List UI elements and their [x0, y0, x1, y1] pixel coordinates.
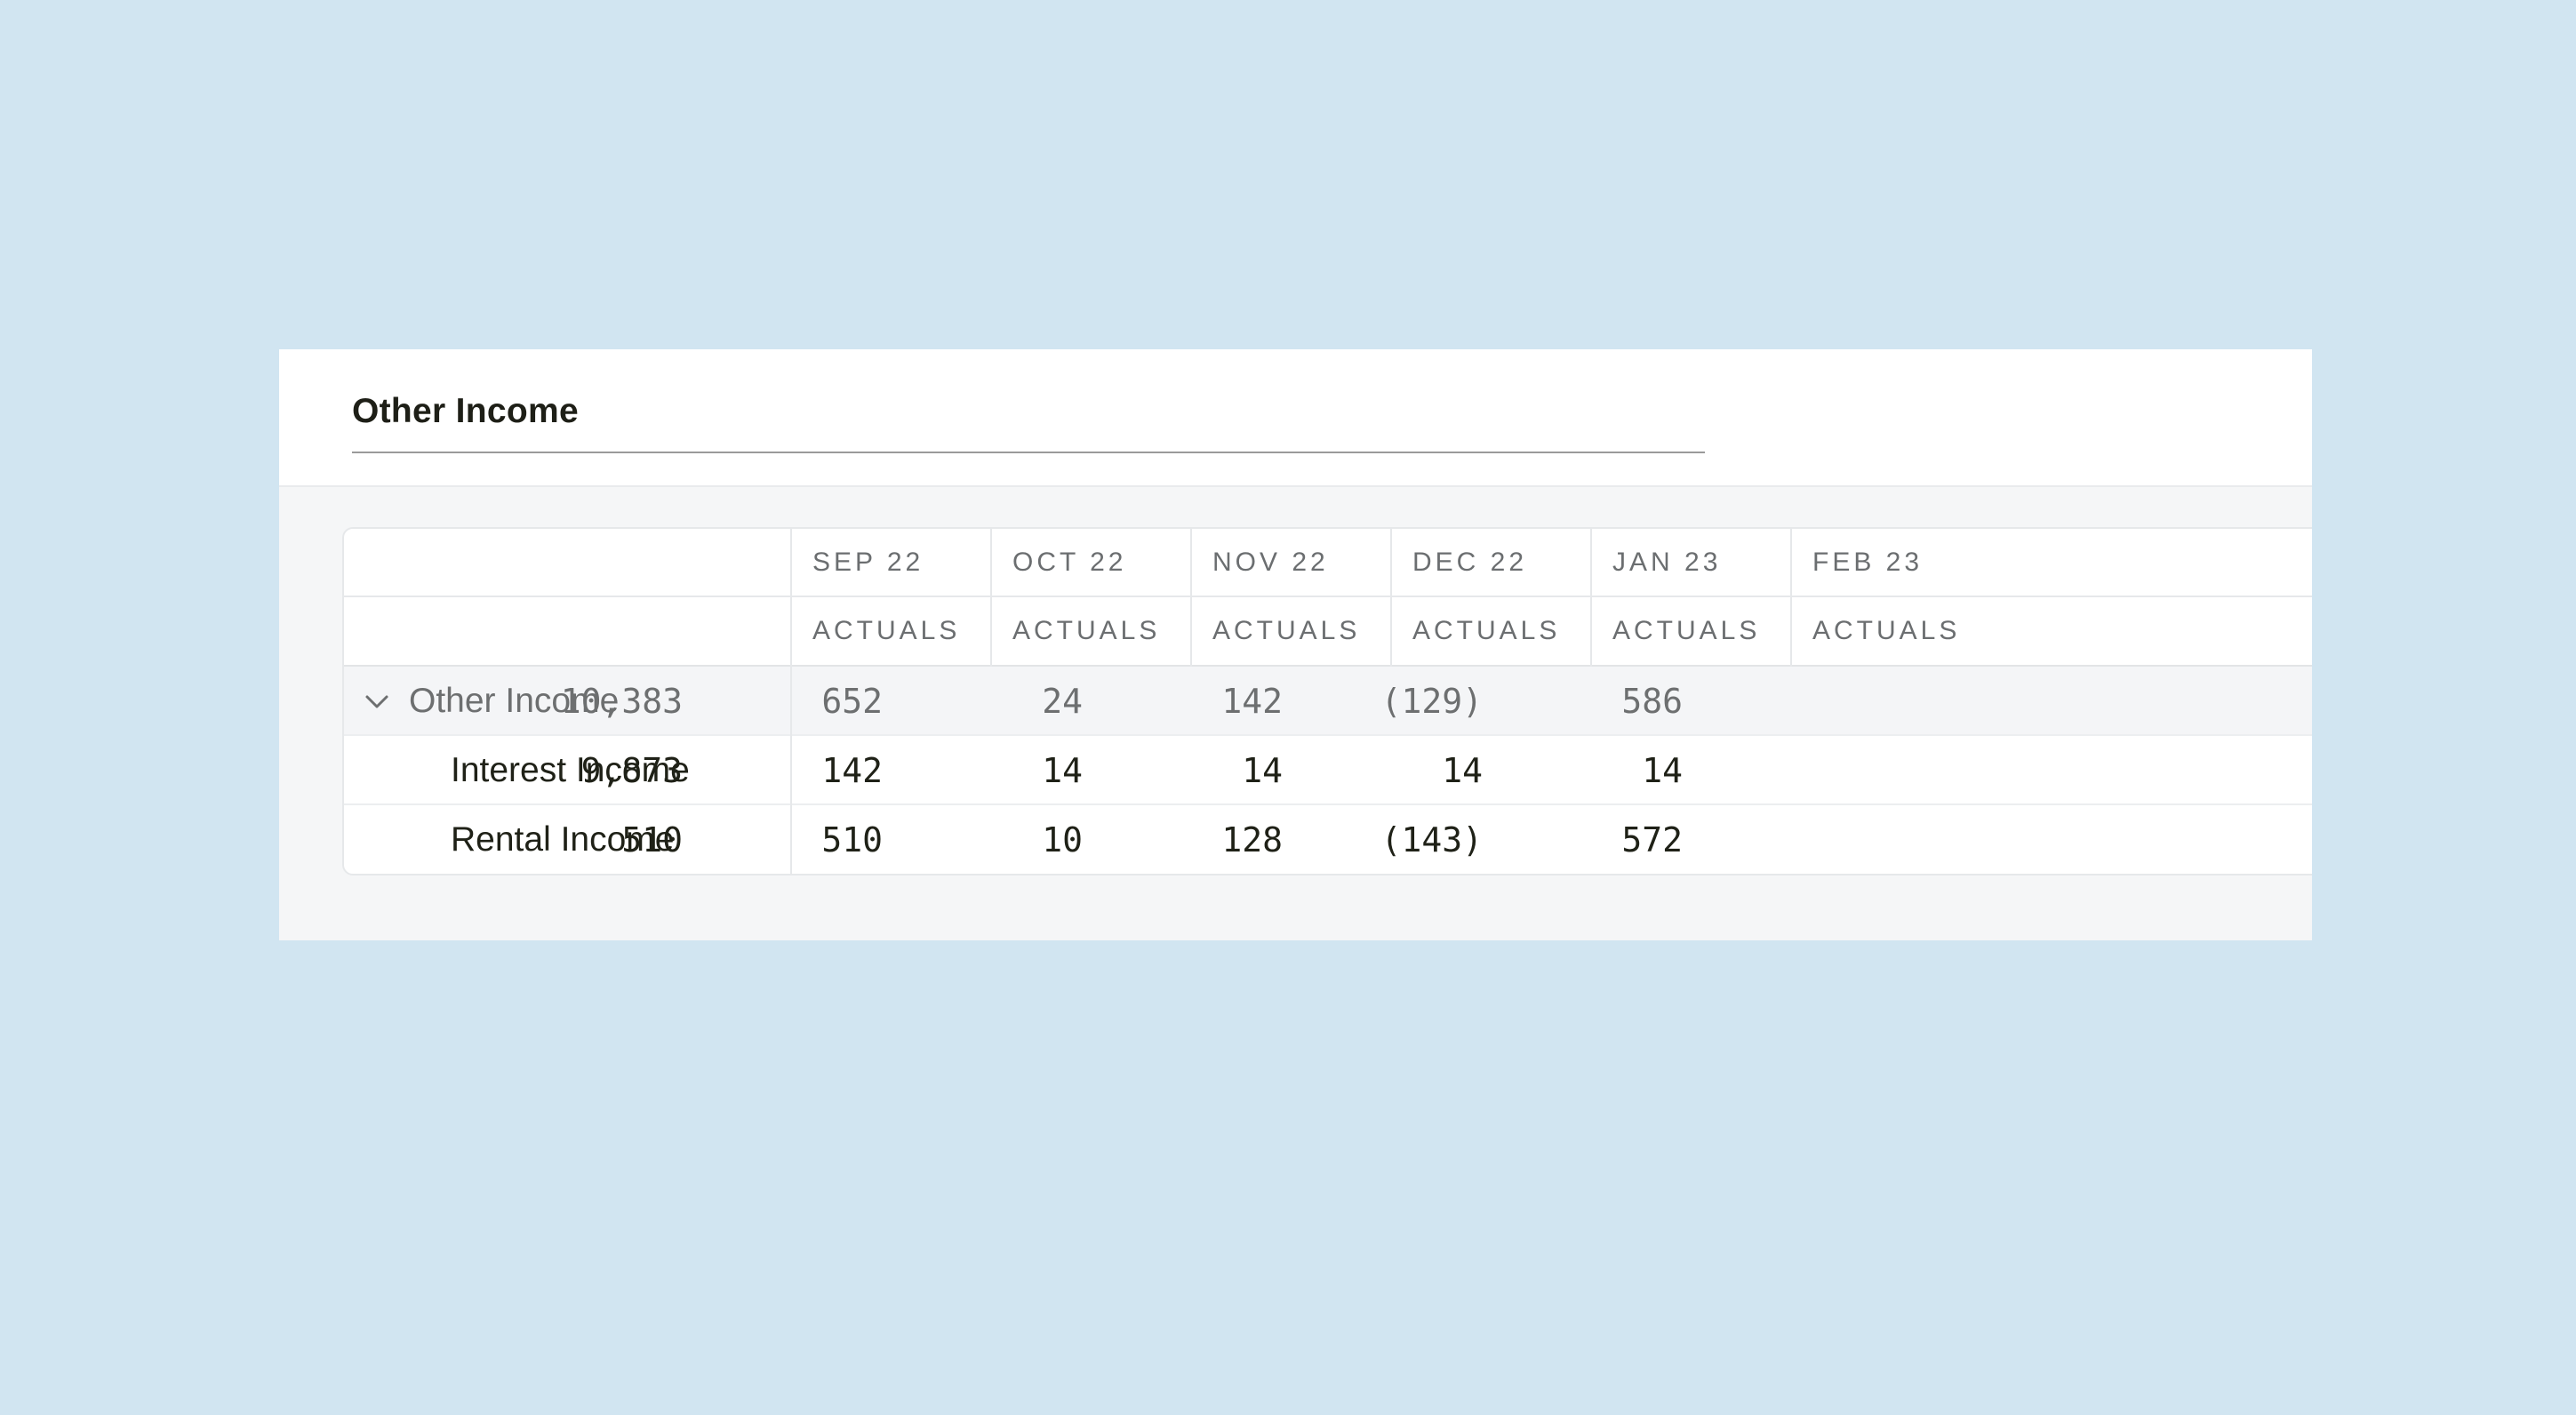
- column-header-nov-22[interactable]: NOV 22: [1212, 548, 1329, 577]
- section-title[interactable]: Other Income: [352, 392, 579, 430]
- table-cell[interactable]: 510: [821, 820, 883, 859]
- table-cell[interactable]: 14: [1442, 751, 1483, 790]
- table-cell[interactable]: 10,383: [560, 682, 683, 721]
- scenario-label: ACTUALS: [812, 616, 961, 645]
- scenario-label: ACTUALS: [1612, 616, 1761, 645]
- table-cell[interactable]: 14: [1642, 751, 1683, 790]
- column-divider: [1590, 529, 1592, 667]
- column-divider: [1190, 529, 1192, 667]
- group-row-other-income[interactable]: Other Income 10,383 652 24 142 (129) 586: [344, 667, 2312, 736]
- table-cell[interactable]: 572: [1621, 820, 1683, 859]
- group-label[interactable]: Other Income: [409, 682, 620, 720]
- scenario-label: ACTUALS: [1012, 616, 1161, 645]
- table-cell[interactable]: 24: [1042, 682, 1083, 721]
- card-header: Other Income: [279, 349, 2312, 487]
- row-label[interactable]: Rental Income: [451, 820, 675, 859]
- scenario-label: ACTUALS: [1412, 616, 1561, 645]
- table-cell[interactable]: 14: [1242, 751, 1283, 790]
- table-cell[interactable]: 652: [821, 682, 883, 721]
- column-header-jan-23[interactable]: JAN 23: [1612, 548, 1722, 577]
- table-cell[interactable]: 14: [1042, 751, 1083, 790]
- chevron-down-icon[interactable]: [364, 690, 390, 713]
- table-cell[interactable]: (129): [1380, 682, 1483, 721]
- scenario-label: ACTUALS: [1812, 616, 1961, 645]
- table-cell[interactable]: 10: [1042, 820, 1083, 859]
- scenario-header-row: ACTUALS ACTUALS ACTUALS ACTUALS ACTUALS …: [344, 597, 2312, 667]
- column-divider: [1390, 529, 1392, 667]
- column-divider: [1790, 529, 1792, 667]
- table-cell[interactable]: 586: [1621, 682, 1683, 721]
- table-cell[interactable]: 128: [1221, 820, 1283, 859]
- table-cell[interactable]: 142: [1221, 682, 1283, 721]
- column-header-dec-22[interactable]: DEC 22: [1412, 548, 1528, 577]
- column-header-oct-22[interactable]: OCT 22: [1012, 548, 1127, 577]
- other-income-card: Other Income SEP 22 OCT 22 NOV 22 DEC 22…: [279, 349, 2312, 940]
- column-header-sep-22[interactable]: SEP 22: [812, 548, 924, 577]
- column-header-feb-23[interactable]: FEB 23: [1812, 548, 1924, 577]
- scenario-label: ACTUALS: [1212, 616, 1361, 645]
- financial-table: SEP 22 OCT 22 NOV 22 DEC 22 JAN 23 FEB 2…: [342, 527, 2312, 875]
- table-cell[interactable]: 142: [821, 751, 883, 790]
- table-row-interest-income[interactable]: Interest Income 9,873 142 14 14 14 14: [344, 736, 2312, 805]
- table-cell[interactable]: 510: [621, 820, 683, 859]
- month-header-row: SEP 22 OCT 22 NOV 22 DEC 22 JAN 23 FEB 2…: [344, 529, 2312, 597]
- title-underline: [352, 452, 1705, 453]
- table-row-rental-income[interactable]: Rental Income 510 510 10 128 (143) 572: [344, 805, 2312, 874]
- row-label[interactable]: Interest Income: [451, 751, 690, 789]
- column-divider: [790, 529, 792, 874]
- table-cell[interactable]: (143): [1380, 820, 1483, 859]
- table-cell[interactable]: 9,873: [580, 751, 683, 790]
- column-divider: [990, 529, 992, 667]
